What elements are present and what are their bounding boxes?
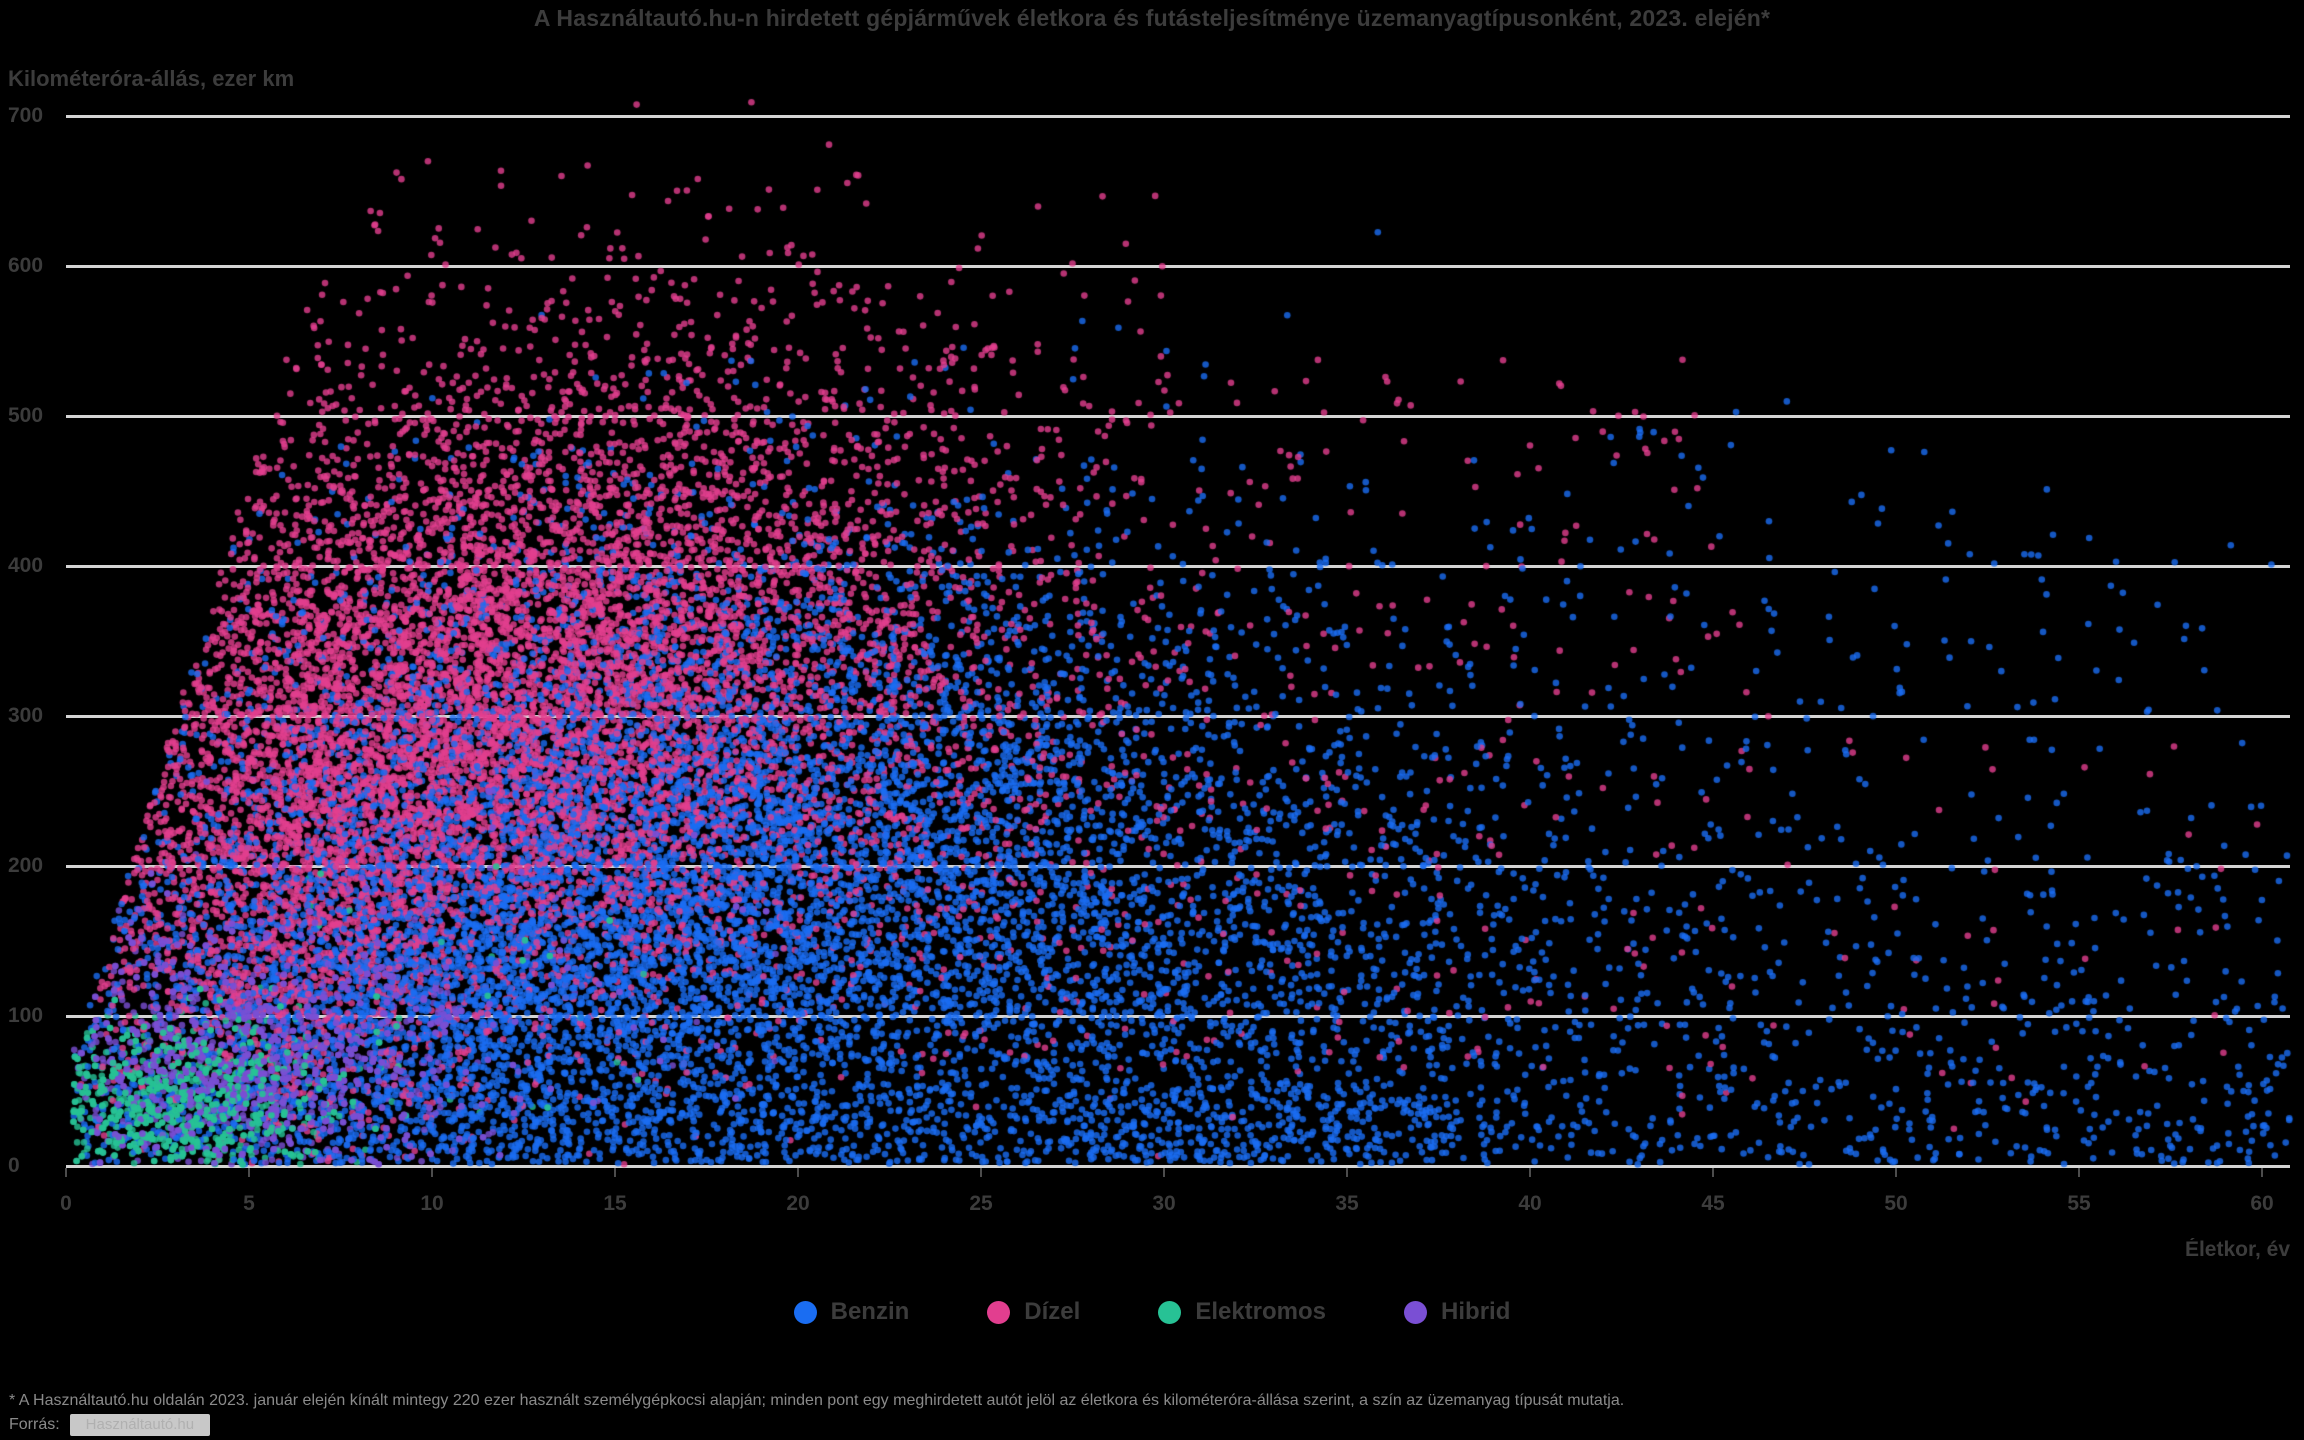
x-tick-label-25: 25 [969, 1192, 993, 1215]
y-tick-label-0: 0 [8, 1154, 20, 1177]
x-tick-mark-20 [797, 1168, 799, 1177]
x-tick-label-60: 60 [2250, 1192, 2274, 1215]
legend-dot-icon [1158, 1300, 1182, 1324]
y-tick-label-700: 700 [8, 104, 44, 127]
x-tick-label-0: 0 [60, 1192, 72, 1215]
x-tick-label-20: 20 [786, 1192, 810, 1215]
y-tick-label-600: 600 [8, 254, 44, 277]
x-tick-label-40: 40 [1518, 1192, 1542, 1215]
x-tick-mark-40 [1529, 1168, 1531, 1177]
x-tick-label-10: 10 [420, 1192, 444, 1215]
legend-item-dízel[interactable]: Dízel [987, 1298, 1080, 1326]
x-tick-label-50: 50 [1884, 1192, 1908, 1215]
source-logo-chip: Használtautó.hu [69, 1414, 211, 1436]
y-tick-label-400: 400 [8, 554, 44, 577]
x-tick-label-55: 55 [2067, 1192, 2091, 1215]
x-tick-mark-10 [431, 1168, 433, 1177]
y-tick-label-100: 100 [8, 1004, 44, 1027]
legend-label: Dízel [1024, 1298, 1081, 1325]
x-tick-mark-25 [980, 1168, 982, 1177]
footnote-text: * A Használtautó.hu oldalán 2023. január… [9, 1392, 1625, 1409]
y-tick-label-500: 500 [8, 404, 44, 427]
x-tick-mark-15 [614, 1168, 616, 1177]
y-tick-label-200: 200 [8, 854, 44, 877]
x-tick-mark-5 [248, 1168, 250, 1177]
legend-item-hibrid[interactable]: Hibrid [1404, 1298, 1510, 1326]
y-tick-label-300: 300 [8, 704, 44, 727]
x-tick-mark-45 [1712, 1168, 1714, 1177]
legend-dot-icon [1404, 1300, 1428, 1324]
legend-item-benzin[interactable]: Benzin [793, 1298, 910, 1326]
y-axis-title: Kilométeróra-állás, ezer km [8, 66, 295, 91]
source-prefix-label: Forrás: [9, 1416, 60, 1433]
legend-item-elektromos[interactable]: Elektromos [1158, 1298, 1326, 1326]
legend-label: Benzin [830, 1298, 910, 1325]
x-tick-label-35: 35 [1335, 1192, 1359, 1215]
x-tick-mark-55 [2078, 1168, 2080, 1177]
x-tick-label-15: 15 [603, 1192, 627, 1215]
source-row: Forrás: Használtautó.hu [9, 1414, 211, 1436]
x-tick-mark-0 [65, 1168, 67, 1177]
legend-dot-icon [793, 1300, 817, 1324]
x-tick-label-45: 45 [1701, 1192, 1725, 1215]
x-tick-label-30: 30 [1152, 1192, 1176, 1215]
x-tick-label-5: 5 [243, 1192, 255, 1215]
chart-title: A Használtautó.hu-n hirdetett gépjárműve… [533, 5, 1771, 31]
legend-label: Elektromos [1195, 1298, 1327, 1325]
x-axis-title: Életkor, év [2184, 1238, 2290, 1261]
legend: Benzin Dízel Elektromos Hibrid [0, 1298, 2304, 1326]
x-tick-mark-60 [2261, 1168, 2263, 1177]
x-tick-mark-50 [1895, 1168, 1897, 1177]
x-tick-mark-35 [1346, 1168, 1348, 1177]
legend-label: Hibrid [1441, 1298, 1511, 1325]
legend-dot-icon [987, 1300, 1011, 1324]
x-tick-mark-30 [1163, 1168, 1165, 1177]
